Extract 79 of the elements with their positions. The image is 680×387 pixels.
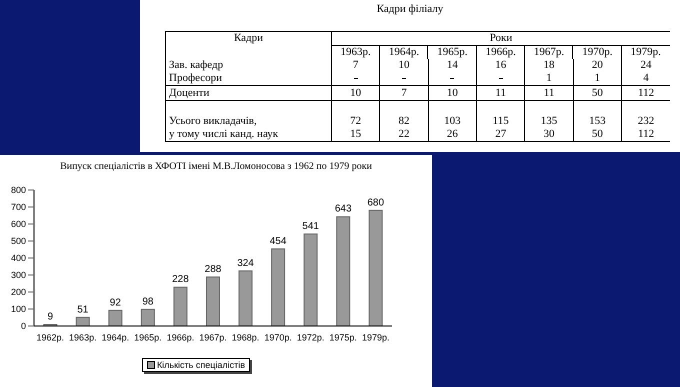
data-label: 98 — [142, 296, 154, 308]
y-tick-label: Доценти — [168, 86, 210, 100]
y-tick-label: 400 — [10, 253, 26, 264]
y-tick-label: Усього викладачів, — [168, 114, 258, 128]
data-label: 14 — [428, 59, 477, 72]
x-tick-label: 1966р. — [166, 332, 194, 342]
data-label: 22 — [380, 128, 428, 142]
data-label: 20 — [573, 59, 622, 72]
x-axis-title: Роки — [332, 32, 670, 46]
y-tick-label: 100 — [10, 304, 26, 314]
y-tick-label: Професори — [168, 72, 223, 86]
x-tick-label: 1963р. — [340, 46, 372, 59]
y-tick-label: 300 — [10, 270, 26, 280]
x-tick-label: 1972р. — [296, 332, 324, 342]
data-label: 11 — [476, 86, 525, 100]
data-label: 50 — [573, 128, 622, 142]
data-label: 10 — [428, 86, 477, 100]
data-label: 103 — [428, 100, 477, 128]
data-label: 26 — [428, 128, 477, 142]
data-label: 541 — [302, 221, 320, 232]
data-label: 112 — [622, 128, 670, 142]
data-label: 30 — [524, 128, 574, 142]
x-tick-label: 1964р. — [102, 332, 130, 342]
x-tick-label: 1967р. — [532, 46, 566, 59]
data-label: 454 — [270, 236, 287, 247]
data-label: 18 — [524, 59, 574, 72]
data-label: 324 — [237, 258, 254, 269]
data-label: 51 — [77, 304, 89, 316]
y-tick-label: Зав. кафедр — [168, 59, 224, 72]
data-label: 10 — [380, 59, 428, 72]
data-label: 232 — [622, 100, 670, 128]
x-tick-label: 1975р. — [329, 332, 357, 342]
y-tick-label: у тому числі канд. наук — [168, 128, 280, 142]
x-tick-label: 1968р. — [232, 332, 260, 342]
x-tick-label: 1964р. — [388, 46, 420, 59]
x-tick-label: 1970р. — [264, 332, 292, 342]
data-label: 50 — [573, 86, 622, 100]
x-tick-label: 1970р. — [581, 46, 614, 59]
data-label: 16 — [476, 59, 525, 72]
chart-title: Кадри філіалу — [376, 3, 444, 15]
data-label: 27 — [476, 128, 525, 142]
data-label: 15 — [332, 128, 380, 142]
data-label: 228 — [172, 274, 190, 286]
data-label: 7 — [380, 86, 428, 100]
data-label: 24 — [622, 59, 670, 72]
x-tick-label: 1965р. — [436, 46, 468, 59]
data-label: 7 — [332, 59, 380, 72]
y-tick-label: 0 — [20, 321, 26, 332]
data-label: 135 — [524, 100, 574, 128]
data-label: 643 — [334, 204, 352, 215]
y-axis-title: Кадри — [232, 32, 264, 46]
data-label: 112 — [622, 86, 670, 100]
x-tick-label: 1966р. — [484, 46, 517, 59]
x-tick-label: 1962р. — [36, 332, 64, 342]
data-label: 680 — [367, 197, 384, 208]
data-label: 10 — [332, 86, 380, 100]
x-tick-label: 1979р. — [362, 332, 390, 342]
data-label: 153 — [573, 100, 622, 128]
y-tick-label: 500 — [10, 236, 26, 246]
data-label: 288 — [204, 264, 222, 276]
data-label: 72 — [332, 100, 380, 128]
data-label: 82 — [380, 100, 428, 128]
data-label: 11 — [524, 86, 574, 100]
data-label: 9 — [47, 311, 54, 322]
data-label: 1 — [573, 72, 622, 86]
x-tick-label: 1967р. — [199, 332, 227, 342]
data-label: 92 — [110, 297, 122, 308]
chart-title: Випуск спеціалістів в ХФОТІ імені М.В.Ломоносова з 1962 по 1979 роки — [59, 161, 373, 172]
x-tick-label: 1979р. — [630, 46, 662, 59]
x-tick-label: 1965р. — [134, 332, 162, 342]
y-tick-label: 200 — [10, 287, 26, 298]
x-tick-label: 1963р. — [69, 332, 97, 342]
y-tick-label: 800 — [10, 185, 26, 196]
legend-label: Кількість спеціалістів — [142, 358, 250, 372]
data-label: 115 — [476, 100, 525, 128]
data-label: 1 — [524, 72, 574, 86]
y-tick-label: 700 — [10, 202, 26, 212]
data-label: 4 — [622, 72, 670, 86]
y-tick-label: 600 — [10, 219, 26, 230]
